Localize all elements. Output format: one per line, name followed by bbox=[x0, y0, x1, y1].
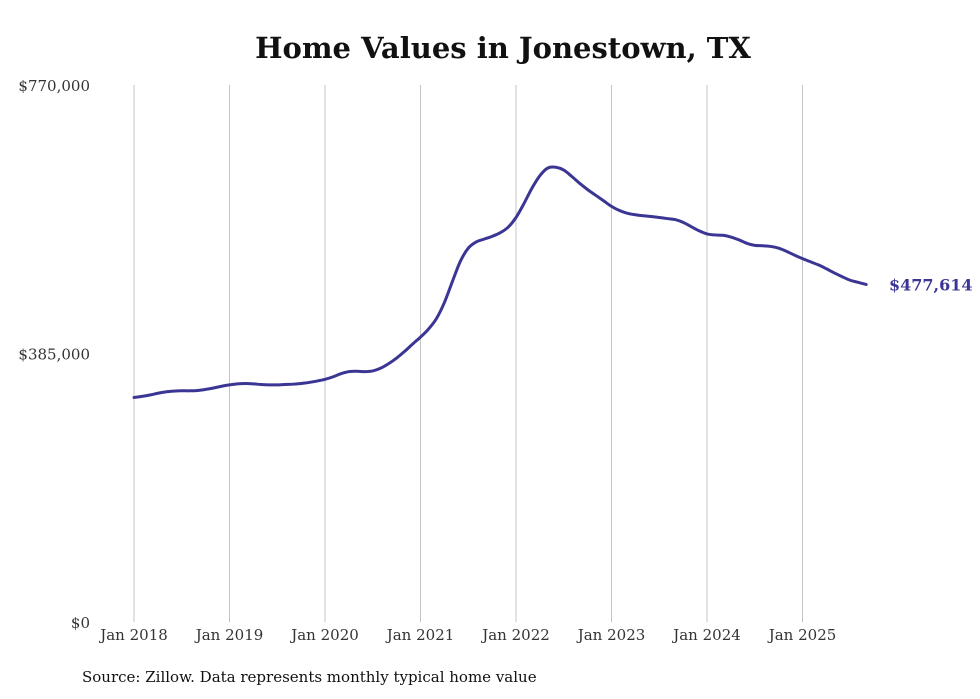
y-tick-label: $770,000 bbox=[18, 77, 90, 95]
x-tick-label: Jan 2020 bbox=[289, 626, 359, 644]
y-tick-label: $385,000 bbox=[18, 346, 90, 364]
x-tick-label: Jan 2018 bbox=[98, 626, 168, 644]
x-tick-label: Jan 2019 bbox=[194, 626, 264, 644]
end-value-label: $477,614 bbox=[889, 276, 973, 295]
x-tick-label: Jan 2024 bbox=[671, 626, 741, 644]
y-tick-label: $0 bbox=[71, 614, 90, 632]
y-axis-ticks: $0 $385,000 $770,000 bbox=[18, 77, 90, 632]
x-axis-ticks: Jan 2018 Jan 2019 Jan 2020 Jan 2021 Jan 2022… bbox=[98, 626, 836, 644]
chart-title: Home Values in Jonestown, TX bbox=[255, 31, 751, 65]
gridlines bbox=[133, 85, 803, 622]
series-line bbox=[132, 165, 868, 399]
x-tick-label: Jan 2023 bbox=[576, 626, 646, 644]
x-tick-label: Jan 2025 bbox=[767, 626, 837, 644]
source-note: Source: Zillow. Data represents monthly … bbox=[82, 668, 537, 686]
x-tick-label: Jan 2021 bbox=[385, 626, 455, 644]
x-tick-label: Jan 2022 bbox=[480, 626, 550, 644]
